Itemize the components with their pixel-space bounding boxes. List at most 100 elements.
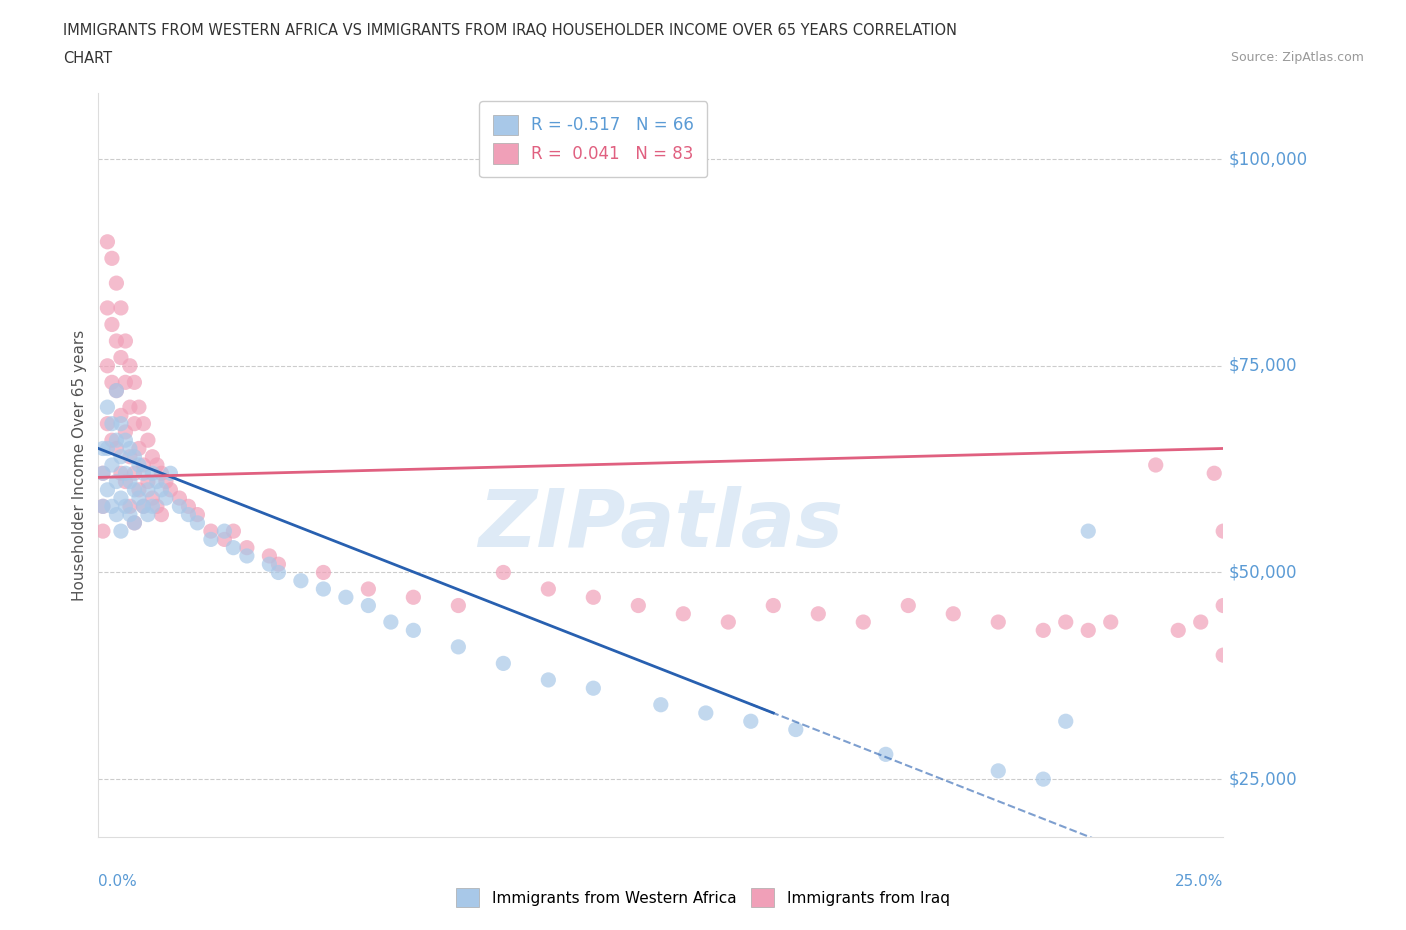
Point [110,466,132,481]
Point [110,300,132,315]
Point [128,400,150,415]
Point [124,483,146,498]
Point [236,549,259,564]
Y-axis label: Householder Income Over 65 years: Householder Income Over 65 years [72,329,87,601]
Point [582,681,605,696]
Text: Source: ZipAtlas.com: Source: ZipAtlas.com [1230,51,1364,64]
Point [136,483,159,498]
Point [267,565,290,580]
Point [492,656,515,671]
Text: IMMIGRANTS FROM WESTERN AFRICA VS IMMIGRANTS FROM IRAQ HOUSEHOLDER INCOME OVER 6: IMMIGRANTS FROM WESTERN AFRICA VS IMMIGR… [63,23,957,38]
Point [695,706,717,721]
Point [96,234,118,249]
Point [132,458,155,472]
Point [200,524,222,538]
Point [582,590,605,604]
Point [1032,772,1054,787]
Point [141,491,163,506]
Point [128,458,150,472]
Point [114,432,136,447]
Point [357,581,380,596]
Point [740,714,762,729]
Point [1212,524,1234,538]
Point [159,483,181,498]
Text: $100,000: $100,000 [1229,150,1308,168]
Point [762,598,785,613]
Point [380,615,402,630]
Point [118,449,141,464]
Point [128,441,150,456]
Point [1212,598,1234,613]
Point [91,466,114,481]
Point [114,375,136,390]
Point [155,474,177,489]
Point [132,498,155,513]
Point [110,449,132,464]
Point [91,498,114,513]
Point [124,417,146,432]
Point [105,507,128,522]
Point [447,640,470,655]
Point [141,498,163,513]
Point [650,698,672,712]
Point [105,383,128,398]
Point [136,474,159,489]
Point [672,606,695,621]
Point [114,466,136,481]
Point [1032,623,1054,638]
Point [118,474,141,489]
Point [96,400,118,415]
Point [124,375,146,390]
Point [987,615,1010,630]
Point [110,408,132,423]
Point [118,441,141,456]
Point [987,764,1010,778]
Point [105,383,128,398]
Point [290,573,312,588]
Point [105,334,128,349]
Point [96,358,118,373]
Point [1144,458,1167,472]
Point [96,483,118,498]
Point [146,498,169,513]
Point [259,557,281,572]
Point [875,747,897,762]
Point [492,565,515,580]
Point [110,524,132,538]
Point [101,498,124,513]
Point [335,590,357,604]
Point [96,417,118,432]
Point [214,524,236,538]
Point [169,498,191,513]
Point [186,507,208,522]
Point [118,498,141,513]
Point [146,474,169,489]
Point [101,458,124,472]
Point [101,251,124,266]
Point [96,300,118,315]
Text: CHART: CHART [63,51,112,66]
Text: 25.0%: 25.0% [1175,874,1223,889]
Point [717,615,740,630]
Legend: R = -0.517   N = 66, R =  0.041   N = 83: R = -0.517 N = 66, R = 0.041 N = 83 [479,101,707,177]
Text: 0.0%: 0.0% [98,874,138,889]
Point [537,581,560,596]
Point [627,598,650,613]
Point [155,491,177,506]
Point [222,540,245,555]
Point [214,532,236,547]
Point [169,491,191,506]
Point [91,441,114,456]
Point [897,598,920,613]
Point [124,449,146,464]
Point [146,458,169,472]
Point [852,615,875,630]
Point [101,432,124,447]
Point [114,334,136,349]
Point [128,483,150,498]
Point [114,498,136,513]
Point [132,466,155,481]
Point [177,498,200,513]
Point [124,515,146,530]
Point [236,540,259,555]
